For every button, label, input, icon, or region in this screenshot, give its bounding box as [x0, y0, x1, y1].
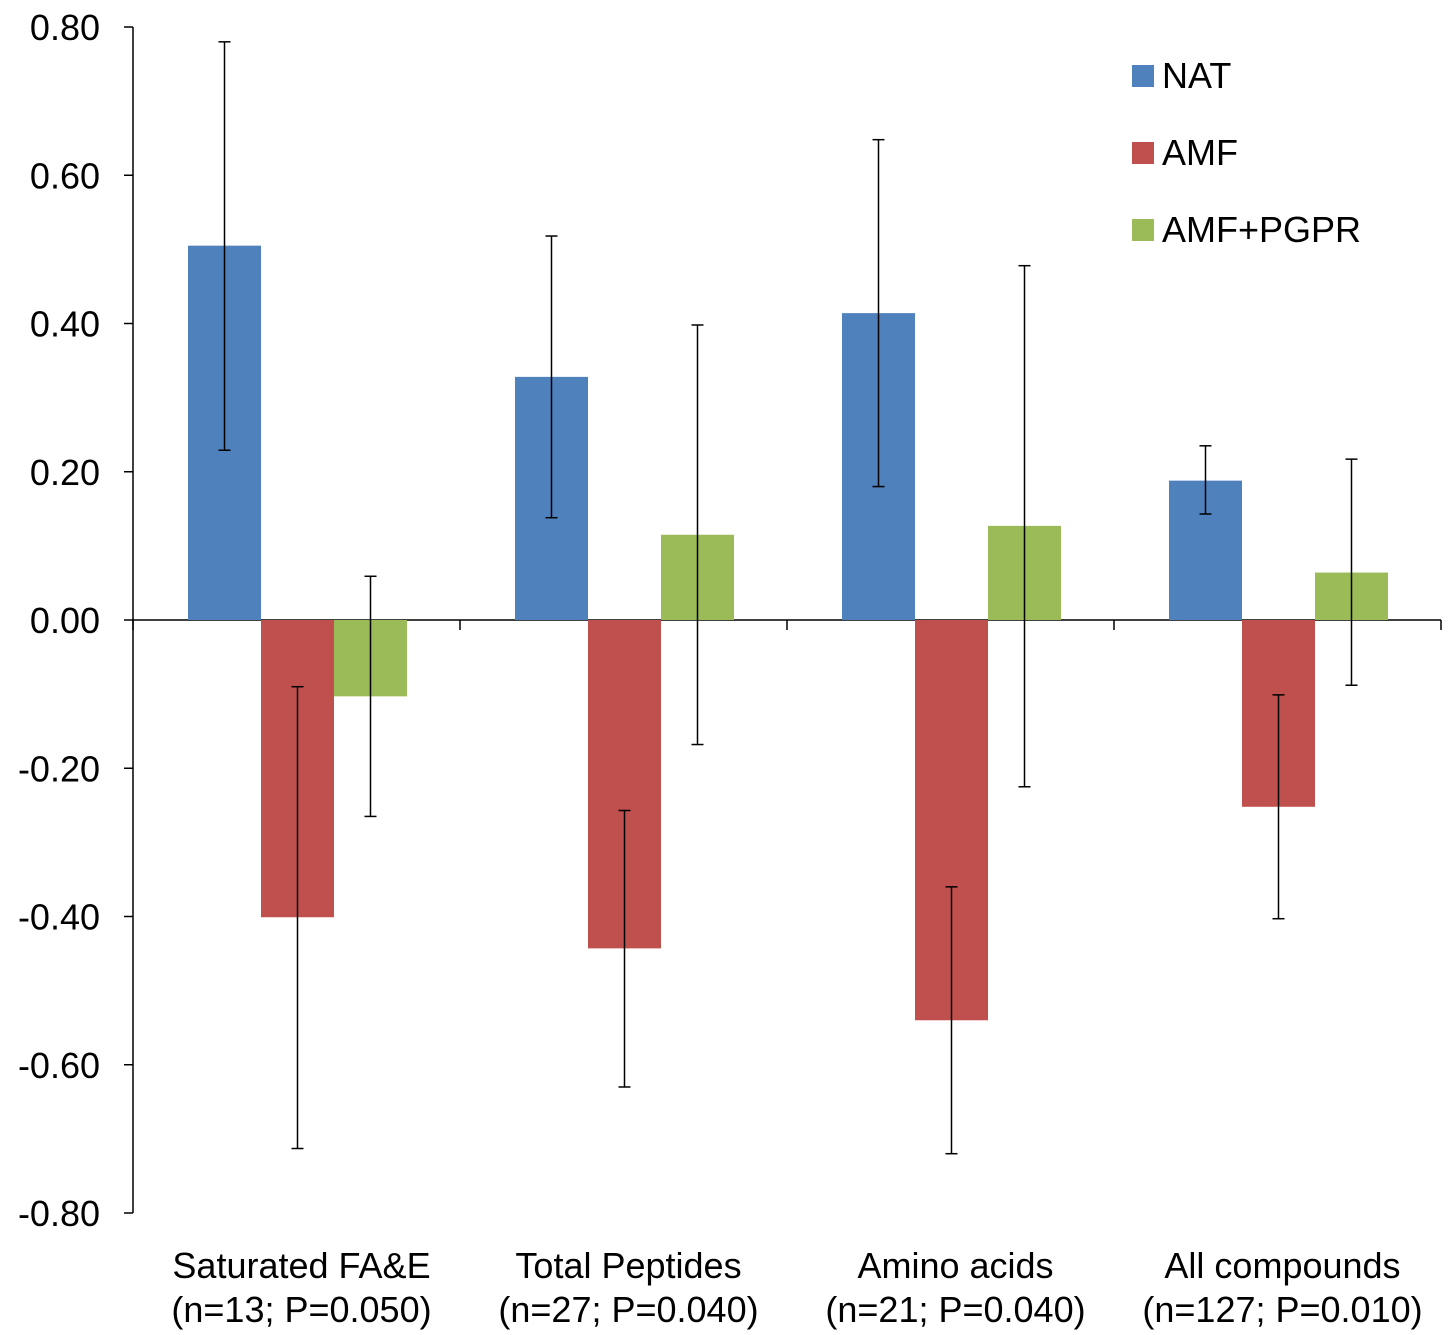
- x-category-labels: Saturated FA&E(n=13; P=0.050) Total Pepti…: [171, 1245, 1422, 1330]
- legend: NAT AMF AMF+PGPR: [1132, 55, 1361, 250]
- category-label: Total Peptides: [515, 1245, 741, 1286]
- y-tick-label: 0.80: [30, 7, 100, 48]
- y-tick-label: -0.20: [18, 748, 100, 789]
- category-label: All compounds: [1164, 1245, 1400, 1286]
- legend-label: NAT: [1162, 55, 1231, 96]
- y-tick-labels: 0.80 0.60 0.40 0.20 0.00 -0.20 -0.40 -0.60 -0.80: [18, 7, 100, 1234]
- error-bars: [218, 41, 1358, 1155]
- legend-label: AMF: [1162, 132, 1238, 173]
- y-tick-label: 0.00: [30, 600, 100, 641]
- y-tick-label: 0.20: [30, 452, 100, 493]
- y-tick-label: -0.60: [18, 1045, 100, 1086]
- category-sublabel: (n=13; P=0.050): [171, 1289, 431, 1330]
- category-sublabel: (n=21; P=0.040): [825, 1289, 1085, 1330]
- y-tick-label: -0.40: [18, 897, 100, 938]
- bars: [188, 245, 1388, 1021]
- legend-swatch: [1132, 142, 1154, 164]
- y-tick-label: 0.60: [30, 155, 100, 196]
- category-label: Amino acids: [857, 1245, 1053, 1286]
- category-label: Saturated FA&E: [172, 1245, 430, 1286]
- legend-label: AMF+PGPR: [1162, 209, 1361, 250]
- legend-swatch: [1132, 219, 1154, 241]
- y-tick-label: -0.80: [18, 1193, 100, 1234]
- category-sublabel: (n=27; P=0.040): [498, 1289, 758, 1330]
- legend-swatch: [1132, 65, 1154, 87]
- y-tick-label: 0.40: [30, 304, 100, 345]
- category-sublabel: (n=127; P=0.010): [1142, 1289, 1422, 1330]
